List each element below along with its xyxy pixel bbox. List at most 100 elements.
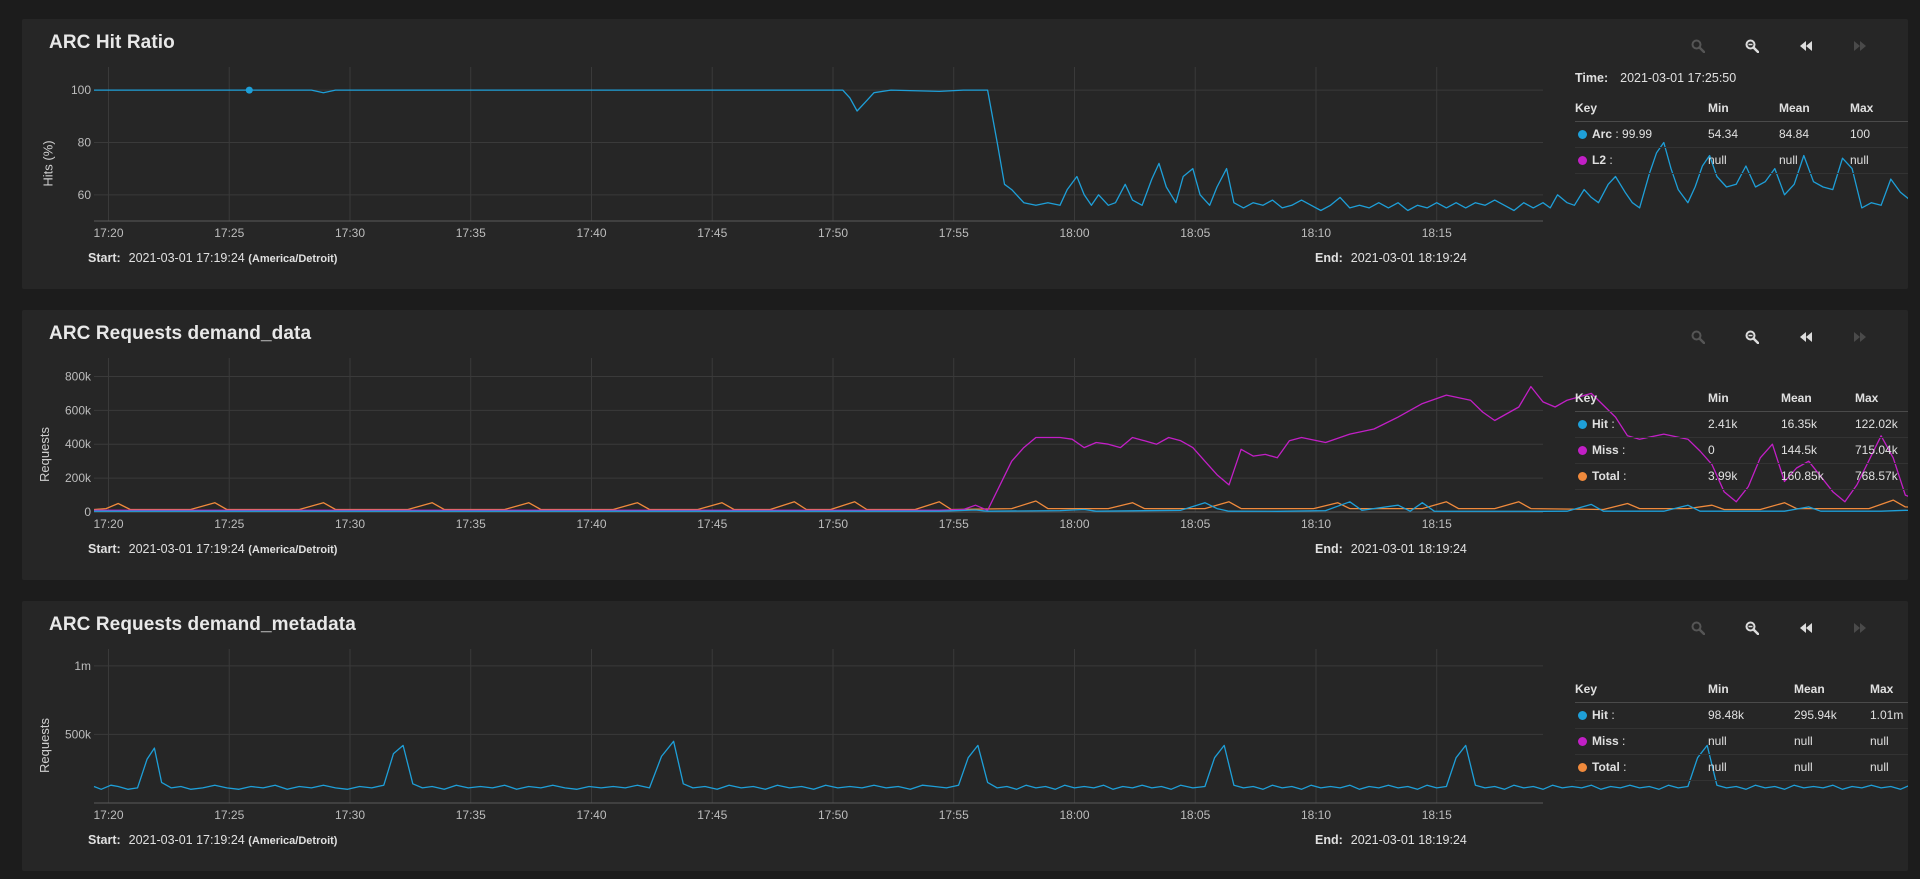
y-tick-label: 600k bbox=[65, 403, 92, 417]
series-line-total bbox=[93, 499, 1908, 511]
legend-header: Key Min Mean Max bbox=[1575, 389, 1908, 412]
x-tick-label: 17:30 bbox=[335, 808, 365, 822]
y-tick-label: 100 bbox=[71, 83, 91, 97]
series-max: null bbox=[1870, 734, 1889, 748]
demand-data-chart[interactable]: 0 200k 400k 600k 800k 17:20 17:25 17:30 17:35 17:… bbox=[22, 310, 1908, 580]
x-tick-label: 17:55 bbox=[939, 226, 969, 240]
series-value: : 99.99 bbox=[1615, 127, 1653, 141]
x-tick-label: 17:45 bbox=[697, 226, 727, 240]
series-max: 100 bbox=[1850, 127, 1871, 141]
series-line-miss bbox=[94, 385, 1908, 511]
series-line-hit bbox=[93, 740, 1908, 790]
legend-row-hit: Hit : 98.48k 295.94k 1.01m bbox=[1575, 703, 1908, 729]
legend-min-header: Min bbox=[1708, 682, 1729, 696]
y-tick-label: 500k bbox=[65, 727, 92, 741]
series-min: null bbox=[1708, 760, 1727, 774]
y-axis-label: Hits (%) bbox=[40, 140, 56, 187]
series-value: : bbox=[1623, 760, 1627, 774]
series-max: 768.57k bbox=[1855, 469, 1898, 483]
zoom-out-icon[interactable] bbox=[1741, 326, 1763, 348]
series-value: : bbox=[1623, 469, 1627, 483]
legend-time: Time: 2021-03-01 17:25:50 bbox=[1575, 71, 1736, 85]
x-tick-label: 17:20 bbox=[93, 808, 123, 822]
y-tick-label: 400k bbox=[65, 437, 92, 451]
series-min: null bbox=[1708, 153, 1727, 167]
start-value: 2021-03-01 17:19:24 bbox=[128, 833, 245, 847]
legend-key-header: Key bbox=[1575, 101, 1598, 115]
y-tick-label: 800k bbox=[65, 369, 92, 383]
x-tick-label: 17:30 bbox=[335, 226, 365, 240]
hit-ratio-chart[interactable]: 60 80 100 17:20 17:25 17:30 17:35 17:40 17:45 17:… bbox=[22, 19, 1908, 289]
legend-mean-header: Mean bbox=[1779, 101, 1810, 115]
hover-point[interactable] bbox=[245, 86, 253, 94]
x-tick-label: 18:10 bbox=[1301, 226, 1331, 240]
x-tick-label: 17:55 bbox=[939, 517, 969, 531]
series-min: 54.34 bbox=[1708, 127, 1739, 141]
x-tick-label: 17:35 bbox=[456, 517, 486, 531]
legend-row-miss: Miss : 0 144.5k 715.04k bbox=[1575, 438, 1908, 464]
x-tick-label: 17:50 bbox=[818, 226, 848, 240]
x-tick-label: 18:15 bbox=[1422, 517, 1452, 531]
legend-key-header: Key bbox=[1575, 682, 1598, 696]
x-tick-label: 17:25 bbox=[214, 808, 244, 822]
series-mean: null bbox=[1794, 734, 1813, 748]
series-color-dot bbox=[1578, 472, 1587, 481]
series-value: : bbox=[1609, 153, 1613, 167]
series-name: Arc bbox=[1592, 127, 1613, 141]
chart-toolbar bbox=[1687, 617, 1887, 639]
series-min: 0 bbox=[1708, 443, 1715, 457]
legend-row-l2: L2 : null null null bbox=[1575, 148, 1908, 174]
series-min: 3.99k bbox=[1708, 469, 1738, 483]
chart-toolbar bbox=[1687, 35, 1887, 57]
panel-title: ARC Requests demand_data bbox=[49, 323, 312, 344]
y-tick-label: 1m bbox=[74, 659, 91, 673]
legend-max-header: Max bbox=[1850, 101, 1874, 115]
legend-table: Key Min Mean Max Arc : 99.99 54.34 84.84… bbox=[1575, 99, 1908, 174]
y-tick-label: 60 bbox=[78, 188, 92, 202]
x-tick-label: 17:45 bbox=[697, 517, 727, 531]
x-tick-label: 18:10 bbox=[1301, 808, 1331, 822]
zoom-in-icon[interactable] bbox=[1687, 617, 1709, 639]
zoom-in-icon[interactable] bbox=[1687, 326, 1709, 348]
series-mean: 16.35k bbox=[1781, 417, 1818, 431]
x-tick-label: 17:25 bbox=[214, 517, 244, 531]
zoom-out-icon[interactable] bbox=[1741, 617, 1763, 639]
x-tick-label: 17:25 bbox=[214, 226, 244, 240]
x-tick-label: 17:30 bbox=[335, 517, 365, 531]
series-min: 2.41k bbox=[1708, 417, 1738, 431]
fast-forward-icon[interactable] bbox=[1849, 617, 1871, 639]
start-value: 2021-03-01 17:19:24 bbox=[128, 542, 245, 556]
x-tick-label: 17:45 bbox=[697, 808, 727, 822]
fast-forward-icon[interactable] bbox=[1849, 326, 1871, 348]
end-time: End: 2021-03-01 18:19:24 bbox=[1315, 542, 1467, 556]
rewind-icon[interactable] bbox=[1795, 326, 1817, 348]
series-color-dot bbox=[1578, 446, 1587, 455]
zoom-out-icon[interactable] bbox=[1741, 35, 1763, 57]
zoom-in-icon[interactable] bbox=[1687, 35, 1709, 57]
rewind-icon[interactable] bbox=[1795, 35, 1817, 57]
timezone: (America/Detroit) bbox=[248, 253, 338, 265]
y-tick-label: 200k bbox=[65, 471, 92, 485]
series-mean: null bbox=[1794, 760, 1813, 774]
arc-hit-ratio-panel: ARC Hit Ratio 60 80 100 17:20 17:25 17:30 17:3… bbox=[22, 19, 1908, 289]
x-tick-label: 17:20 bbox=[93, 226, 123, 240]
end-label: End: bbox=[1315, 833, 1343, 847]
series-name: Hit bbox=[1592, 708, 1608, 722]
panel-title: ARC Hit Ratio bbox=[49, 32, 175, 53]
legend-max-header: Max bbox=[1870, 682, 1894, 696]
x-tick-label: 17:20 bbox=[93, 517, 123, 531]
fast-forward-icon[interactable] bbox=[1849, 35, 1871, 57]
end-label: End: bbox=[1315, 251, 1343, 265]
start-time: Start: 2021-03-01 17:19:24 (America/Detro… bbox=[88, 542, 337, 556]
rewind-icon[interactable] bbox=[1795, 617, 1817, 639]
start-label: Start: bbox=[88, 251, 121, 265]
end-label: End: bbox=[1315, 542, 1343, 556]
series-max: 1.01m bbox=[1870, 708, 1904, 722]
legend-row-hit: Hit : 2.41k 16.35k 122.02k bbox=[1575, 412, 1908, 438]
series-color-dot bbox=[1578, 711, 1587, 720]
timezone: (America/Detroit) bbox=[248, 835, 338, 847]
demand-metadata-chart[interactable]: 500k 1m 17:20 17:25 17:30 17:35 17:40 17:45 17:5… bbox=[22, 601, 1908, 871]
series-value: : bbox=[1611, 708, 1615, 722]
series-name: Hit bbox=[1592, 417, 1608, 431]
x-tick-label: 18:00 bbox=[1059, 517, 1089, 531]
